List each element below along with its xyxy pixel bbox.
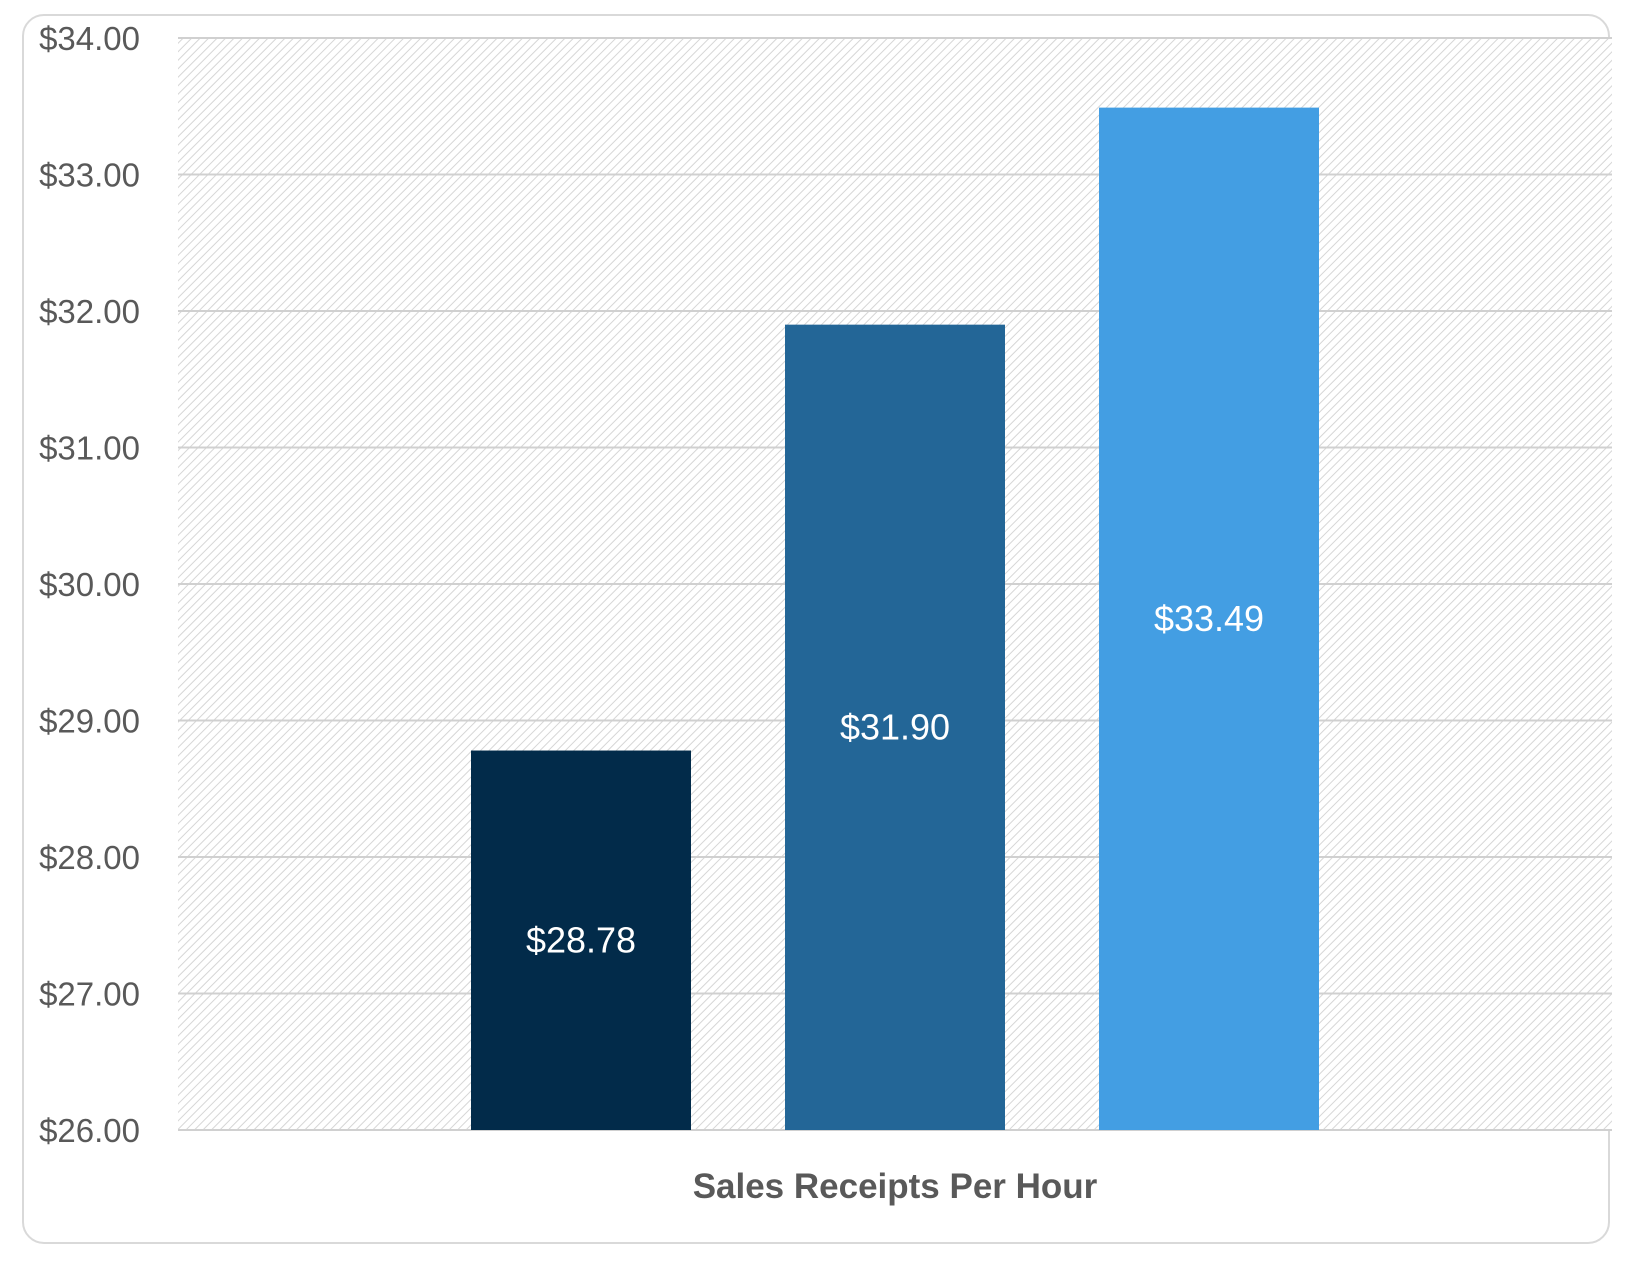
bar: [471, 750, 691, 1130]
data-labels: $28.78 $31.90 $33.49: [526, 598, 1264, 960]
bar-data-label: $33.49: [1154, 598, 1264, 639]
bar: [785, 324, 1005, 1130]
bars: [471, 107, 1319, 1131]
y-tick-label: $31.00: [39, 430, 140, 467]
bar-data-label: $28.78: [526, 919, 636, 960]
y-tick-label: $28.00: [39, 839, 140, 876]
bar-data-label: $31.90: [840, 706, 950, 747]
y-tick-label: $27.00: [39, 976, 140, 1013]
bar: [1099, 107, 1319, 1131]
y-tick-label: $33.00: [39, 157, 140, 194]
x-axis-title: Sales Receipts Per Hour: [693, 1167, 1098, 1206]
y-tick-label: $30.00: [39, 566, 140, 603]
y-axis-ticks: $26.00 $27.00 $28.00 $29.00 $30.00 $31.00 $32.…: [39, 20, 140, 1149]
y-tick-label: $29.00: [39, 703, 140, 740]
y-tick-label: $34.00: [39, 20, 140, 57]
y-tick-label: $32.00: [39, 293, 140, 330]
y-tick-label: $26.00: [39, 1112, 140, 1149]
